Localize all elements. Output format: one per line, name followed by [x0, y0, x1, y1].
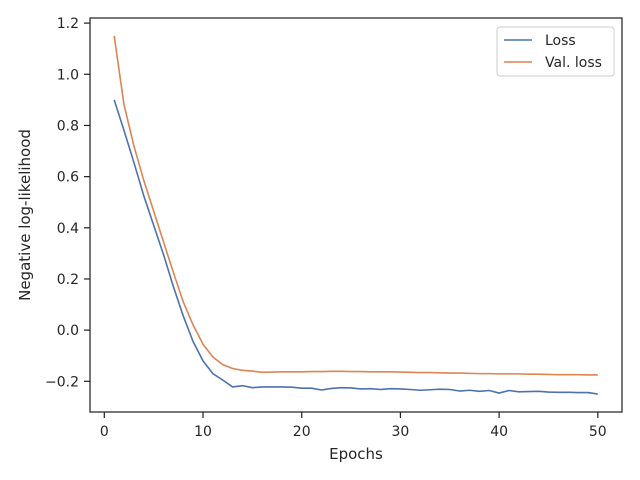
- legend: Loss Val. loss: [496, 26, 615, 77]
- y-axis-label: Negative log-likelihood: [16, 129, 34, 301]
- y-tick-label: 0.2: [57, 272, 79, 288]
- x-tick-label: 40: [490, 424, 508, 440]
- y-tick-label: 0.4: [57, 221, 79, 237]
- plot-frame: [89, 17, 623, 413]
- x-tick-label: 50: [589, 424, 607, 440]
- y-tick-label: 0.0: [57, 323, 79, 339]
- y-tick-label: 0.8: [57, 118, 79, 134]
- legend-label: Val. loss: [545, 55, 602, 71]
- x-tick-label: 0: [100, 424, 109, 440]
- y-tick-label: 1.2: [57, 16, 79, 32]
- y-tick-label: −0.2: [45, 374, 79, 390]
- x-axis-label: Epochs: [329, 445, 383, 463]
- series-line-loss: [113, 99, 598, 395]
- x-tick-label: 30: [392, 424, 410, 440]
- y-tick-label: 1.0: [57, 67, 79, 83]
- x-axis-ticks: 0 10 20 30 40 50: [100, 412, 607, 440]
- series-lines: [113, 35, 598, 395]
- plot-area: [89, 17, 623, 413]
- y-axis-ticks: −0.2 0.0 0.2 0.4 0.6 0.8 1.0 1.2: [45, 16, 90, 390]
- y-tick-label: 0.6: [57, 170, 79, 186]
- series-line-val-loss: [113, 35, 598, 376]
- x-tick-label: 10: [194, 424, 212, 440]
- legend-label: Loss: [545, 33, 576, 49]
- x-tick-label: 20: [293, 424, 311, 440]
